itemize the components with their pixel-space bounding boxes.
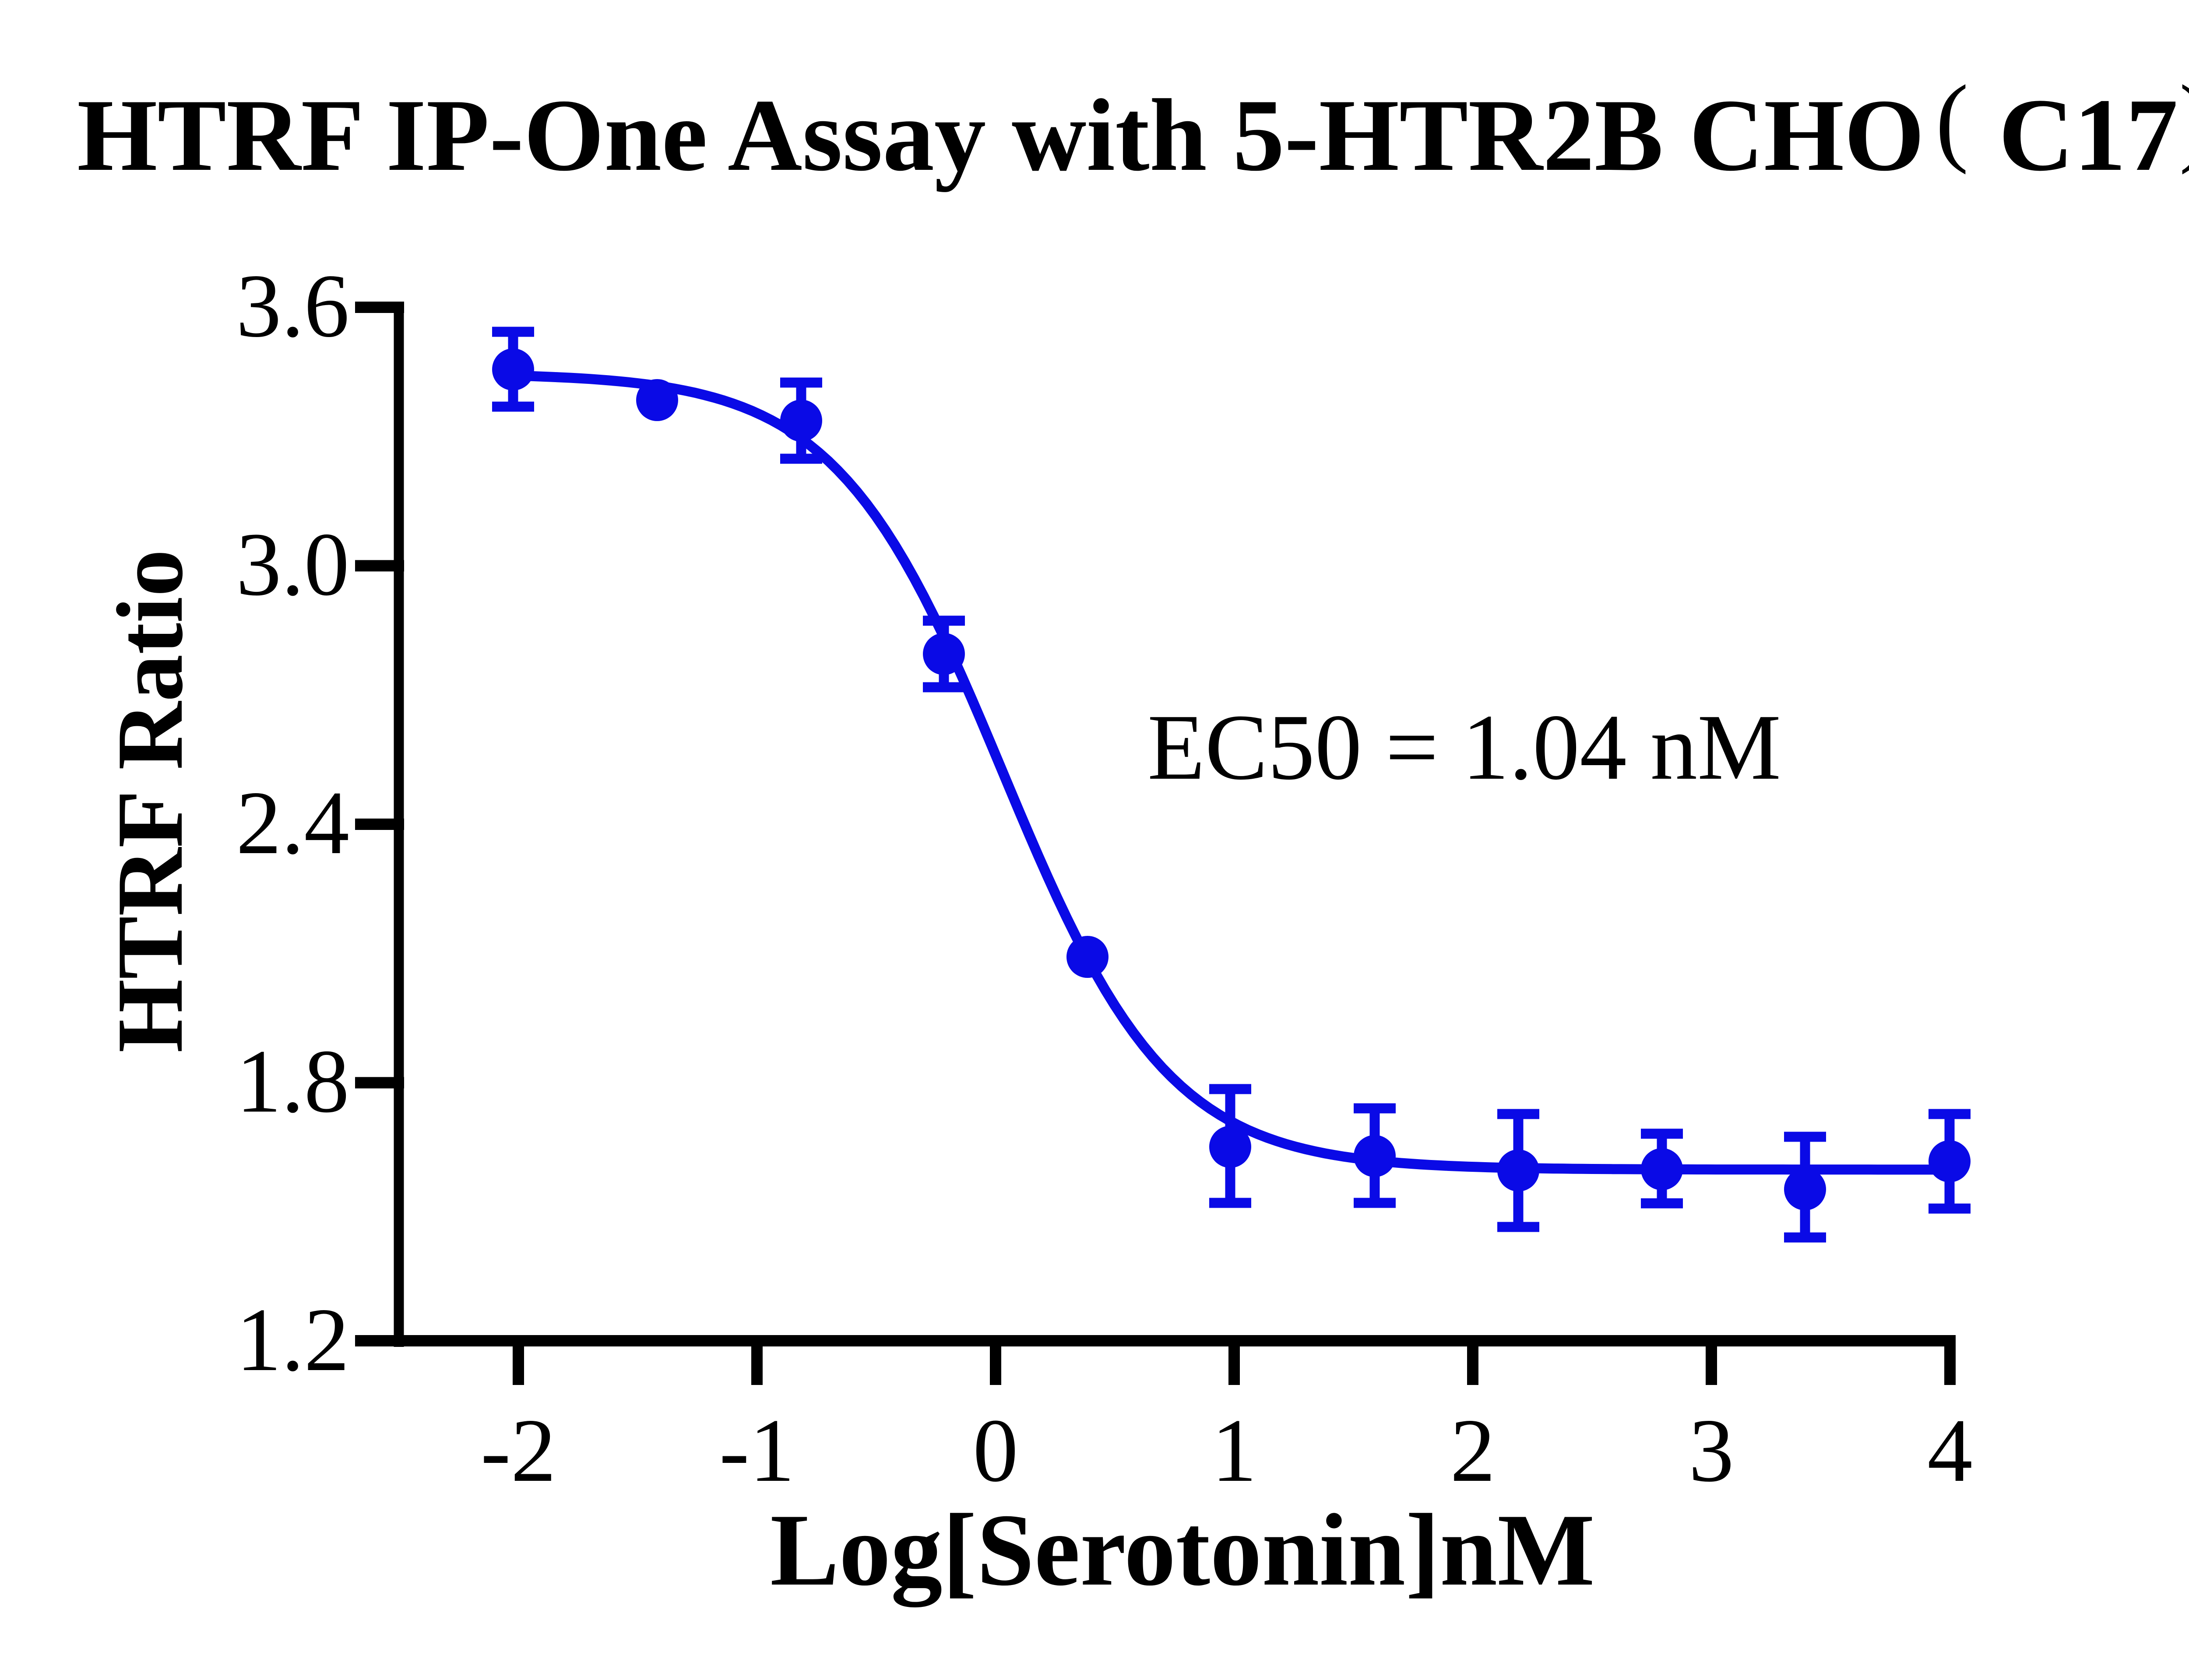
svg-text:EC50 = 1.04 nM: EC50 = 1.04 nM <box>1147 695 1781 799</box>
svg-text:0: 0 <box>973 1400 1018 1501</box>
svg-text:1.2: 1.2 <box>236 1290 349 1390</box>
svg-text:1: 1 <box>1211 1400 1257 1501</box>
svg-text:3: 3 <box>1689 1400 1734 1501</box>
svg-text:C17: C17 <box>1999 77 2178 193</box>
svg-text:): ) <box>2179 65 2189 175</box>
svg-text:3.6: 3.6 <box>236 256 349 356</box>
svg-text:HTRF IP-One Assay with 5-HTR2B: HTRF IP-One Assay with 5-HTR2B CHO <box>77 78 1925 193</box>
svg-text:3.0: 3.0 <box>236 514 349 615</box>
svg-text:Log[Serotonin]nM: Log[Serotonin]nM <box>770 1493 1595 1607</box>
svg-text:-2: -2 <box>481 1400 556 1501</box>
svg-text:4: 4 <box>1927 1400 1973 1501</box>
svg-text:(: ( <box>1936 65 1969 175</box>
svg-text:2: 2 <box>1450 1400 1496 1501</box>
svg-text:-1: -1 <box>719 1400 795 1501</box>
svg-text:2.4: 2.4 <box>236 773 349 873</box>
svg-text:HTRF Ratio: HTRF Ratio <box>98 549 202 1053</box>
svg-text:1.8: 1.8 <box>236 1031 349 1132</box>
